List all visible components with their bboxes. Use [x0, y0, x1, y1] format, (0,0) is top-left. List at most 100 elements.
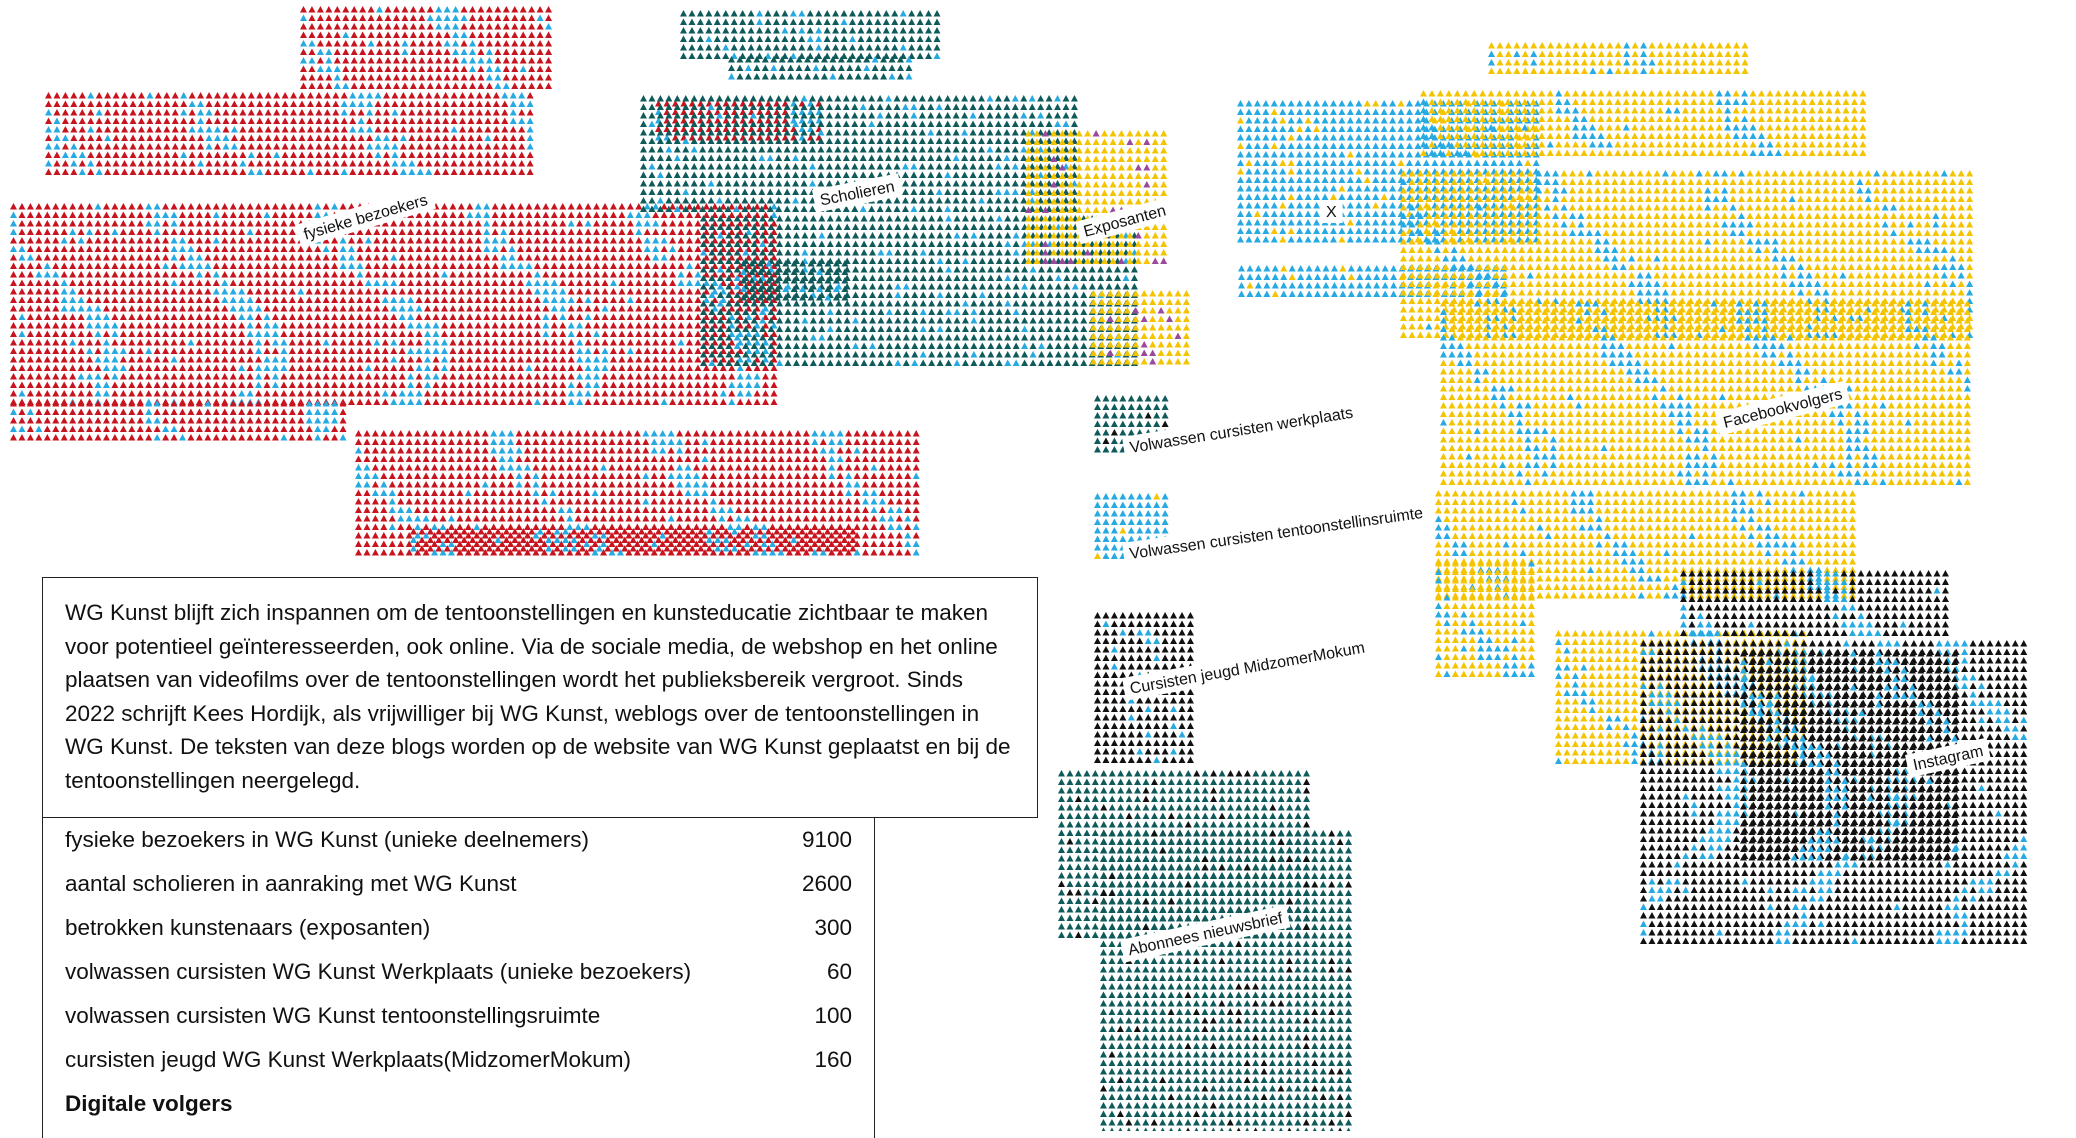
- triangle-mark: [273, 160, 281, 167]
- triangle-mark: [221, 373, 229, 380]
- triangle-mark: [60, 220, 68, 227]
- triangle-mark: [325, 23, 333, 30]
- triangle-mark: [280, 203, 288, 210]
- triangle-mark: [701, 464, 709, 471]
- triangle-mark: [214, 160, 221, 167]
- triangle-mark: [642, 472, 650, 479]
- triangle-mark: [69, 408, 77, 415]
- triangle-mark: [669, 330, 677, 337]
- triangle-mark: [500, 398, 508, 405]
- triangle-mark: [640, 129, 647, 136]
- triangle-mark: [163, 143, 171, 150]
- triangle-mark: [357, 168, 365, 175]
- triangle-mark: [77, 245, 85, 252]
- triangle-mark: [188, 100, 196, 107]
- triangle-mark: [380, 430, 388, 437]
- triangle-mark: [609, 288, 617, 295]
- triangle-mark: [876, 112, 884, 119]
- triangle-mark: [331, 400, 339, 407]
- triangle-mark: [688, 52, 696, 59]
- triangle-mark: [373, 398, 381, 405]
- triangle-mark: [355, 540, 362, 547]
- triangle-mark: [350, 23, 358, 30]
- triangle-mark: [95, 143, 103, 150]
- triangle-mark: [574, 472, 582, 479]
- triangle-mark: [817, 120, 825, 127]
- triangle-mark: [408, 160, 416, 167]
- triangle-mark: [255, 296, 263, 303]
- triangle-mark: [648, 129, 656, 136]
- triangle-mark: [777, 481, 785, 488]
- triangle-mark: [736, 296, 744, 303]
- triangle-mark: [398, 347, 406, 354]
- triangle-mark: [642, 532, 650, 539]
- triangle-mark: [789, 18, 797, 25]
- triangle-mark: [770, 237, 778, 244]
- triangle-mark: [407, 288, 415, 295]
- triangle-mark: [719, 356, 727, 363]
- triangle-mark: [410, 545, 417, 552]
- triangle-mark: [702, 390, 710, 397]
- triangle-mark: [736, 254, 744, 261]
- triangle-mark: [331, 288, 339, 295]
- triangle-mark: [102, 356, 110, 363]
- triangle-mark: [665, 112, 673, 119]
- triangle-mark: [1037, 103, 1045, 110]
- triangle-mark: [515, 472, 523, 479]
- triangle-mark: [43, 364, 51, 371]
- triangle-mark: [10, 220, 17, 227]
- triangle-mark: [376, 74, 384, 81]
- triangle-mark: [719, 288, 727, 295]
- triangle-mark: [290, 126, 298, 133]
- triangle-mark: [484, 92, 492, 99]
- triangle-mark: [686, 245, 693, 252]
- triangle-mark: [43, 305, 51, 312]
- triangle-mark: [136, 220, 144, 227]
- triangle-mark: [870, 532, 878, 539]
- triangle-mark: [255, 390, 263, 397]
- triangle-mark: [179, 408, 186, 415]
- triangle-mark: [772, 52, 780, 59]
- triangle-mark: [112, 168, 120, 175]
- triangle-mark: [775, 120, 783, 127]
- triangle-mark: [440, 288, 448, 295]
- triangle-mark: [798, 35, 806, 42]
- triangle-mark: [745, 364, 753, 371]
- triangle-mark: [435, 6, 443, 13]
- triangle-mark: [18, 425, 26, 432]
- triangle-mark: [705, 44, 713, 51]
- triangle-mark: [306, 109, 314, 116]
- triangle-mark: [533, 322, 541, 329]
- triangle-mark: [180, 134, 188, 141]
- triangle-mark: [398, 279, 406, 286]
- triangle-mark: [699, 103, 707, 110]
- triangle-mark: [511, 48, 519, 55]
- triangle-mark: [414, 455, 422, 462]
- triangle-mark: [52, 262, 60, 269]
- triangle-mark: [550, 313, 558, 320]
- triangle-mark: [722, 545, 730, 552]
- triangle-mark: [533, 262, 541, 269]
- triangle-mark: [195, 279, 203, 286]
- triangle-mark: [500, 373, 508, 380]
- triangle-mark: [273, 126, 281, 133]
- triangle-mark: [348, 356, 355, 363]
- triangle-mark: [397, 532, 405, 539]
- triangle-mark: [618, 271, 626, 278]
- triangle-mark: [874, 10, 882, 17]
- triangle-mark: [669, 364, 677, 371]
- triangle-mark: [728, 390, 736, 397]
- triangle-mark: [238, 220, 246, 227]
- triangle-mark: [129, 100, 137, 107]
- triangle-mark: [121, 160, 129, 167]
- triangle-mark: [459, 160, 467, 167]
- triangle-mark: [212, 271, 220, 278]
- triangle-mark: [533, 373, 541, 380]
- triangle-mark: [399, 134, 407, 141]
- triangle-mark: [356, 305, 364, 312]
- triangle-mark: [383, 168, 390, 175]
- triangle-mark: [339, 254, 347, 261]
- triangle-mark: [643, 203, 651, 210]
- triangle-mark: [339, 237, 347, 244]
- triangle-mark: [643, 296, 651, 303]
